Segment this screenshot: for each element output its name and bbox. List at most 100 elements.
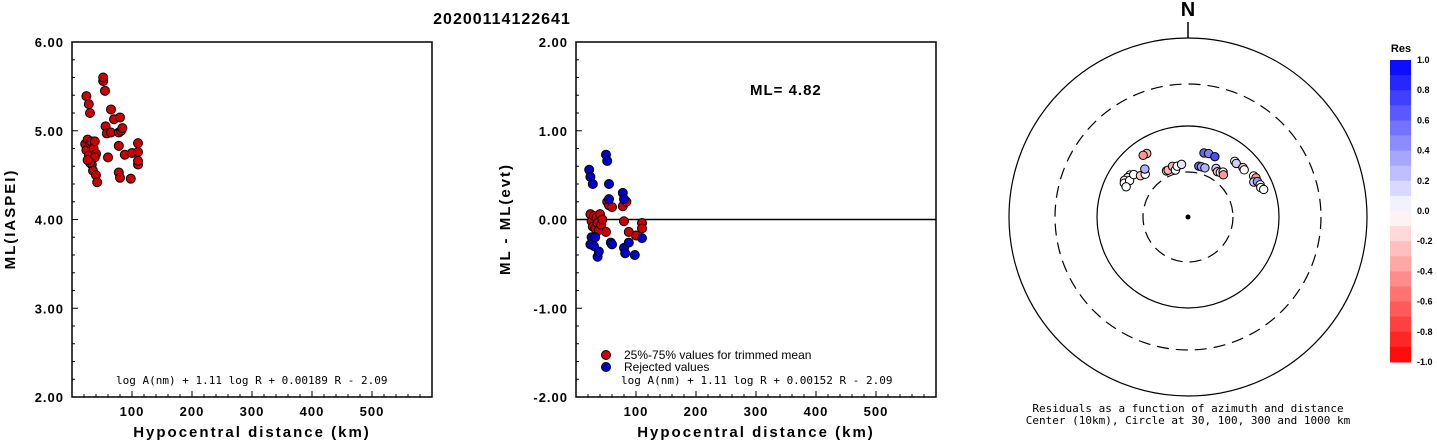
- residual-x-tick-label: 300: [744, 404, 769, 419]
- colorbar-cell: [1390, 211, 1411, 227]
- ml-plot-ticks: 100 200 300 400 500 2.00 3.00 4.00 5.00 6.00: [35, 35, 421, 419]
- ml-data-point: [100, 85, 110, 96]
- colorbar-cell: [1390, 135, 1411, 152]
- residual-data-point: [601, 226, 611, 237]
- colorbar-cell: [1390, 286, 1411, 303]
- station-residual-point: [1231, 158, 1241, 169]
- residual-data-point: [637, 223, 647, 234]
- residual-plot-points: [584, 149, 647, 262]
- ml-event-value: ML= 4.82: [750, 82, 822, 99]
- station-residual-point: [1121, 182, 1131, 192]
- residual-data-point: [587, 179, 598, 189]
- ml-data-point: [125, 173, 136, 184]
- ml-data-point: [115, 112, 125, 123]
- ml-data-point: [117, 123, 128, 134]
- ml-data-point: [89, 136, 100, 147]
- station-residual-point: [1140, 164, 1150, 174]
- colorbar-cell: [1390, 90, 1411, 106]
- station-residual-point: [1218, 170, 1229, 180]
- colorbar-cell: [1390, 180, 1411, 197]
- residual-y-tick-label: 1.00: [539, 124, 568, 139]
- ml-y-tick-label: 4.00: [35, 213, 64, 228]
- ml-data-point: [133, 147, 143, 158]
- ml-x-axis-label: Hypocentral distance (km): [133, 424, 371, 441]
- ml-x-tick-label: 500: [360, 404, 385, 419]
- ml-data-point: [103, 152, 113, 163]
- colorbar-cell: [1390, 150, 1411, 167]
- residual-data-point: [637, 233, 647, 244]
- colorbar-cell: [1390, 120, 1411, 136]
- ml-x-tick-label: 200: [180, 404, 205, 419]
- polar-caption-line2: Center (10km), Circle at 30, 100, 300 an…: [1026, 414, 1351, 427]
- residual-data-point: [619, 194, 629, 205]
- ml-data-point: [83, 99, 94, 110]
- ml-y-tick-label: 2.00: [35, 390, 64, 405]
- north-label: N: [1181, 0, 1195, 21]
- residual-data-point: [602, 155, 613, 166]
- legend-label-trimmed-mean: 25%-75% values for trimmed mean: [624, 348, 811, 362]
- distance-ring-100: [1096, 125, 1280, 309]
- residual-x-tick-label: 400: [804, 404, 829, 419]
- colorbar-cell: [1390, 256, 1411, 272]
- colorbar-cell: [1390, 316, 1411, 333]
- station-residual-points: [1119, 148, 1269, 195]
- colorbar-tick-label: 0.8: [1417, 85, 1430, 95]
- ml-y-axis-label: ML(IASPEI): [2, 169, 19, 270]
- ml-x-tick-label: 300: [240, 404, 265, 419]
- residual-data-point: [620, 248, 631, 259]
- colorbar-cell: [1390, 241, 1411, 257]
- station-residual-point: [1138, 150, 1148, 160]
- colorbar-tick-label: 0.2: [1417, 176, 1430, 186]
- colorbar-title: Res: [1391, 43, 1411, 55]
- station-residual-point: [1239, 165, 1249, 175]
- legend-label-rejected: Rejected values: [624, 360, 709, 374]
- residual-x-tick-label: 500: [864, 404, 889, 419]
- colorbar-tick-label: -0.8: [1417, 327, 1433, 337]
- colorbar-tick-label: 0.0: [1417, 206, 1430, 216]
- distance-ring-1000: [1008, 37, 1368, 397]
- colorbar-cell: [1390, 331, 1411, 348]
- residual-x-tick-label: 100: [624, 404, 649, 419]
- colorbar-tick-label: -0.2: [1417, 236, 1433, 246]
- residual-plot-ticks: 100 200 300 400 500 -2.00 -1.00 0.00 1.00 2.00: [533, 35, 925, 419]
- colorbar-cell: [1390, 60, 1411, 76]
- residual-data-point: [629, 250, 640, 260]
- residual-data-point: [597, 214, 608, 225]
- station-residual-point: [1258, 184, 1269, 195]
- ml-plot-points: [80, 72, 143, 188]
- colorbar-cell: [1390, 301, 1411, 318]
- residual-data-point: [623, 237, 634, 248]
- residual-data-point: [590, 232, 601, 243]
- ml-y-tick-label: 6.00: [35, 35, 64, 50]
- residual-y-tick-label: -1.00: [533, 301, 568, 316]
- ml-data-point: [92, 177, 103, 188]
- colorbar-cell: [1390, 75, 1411, 91]
- ml-data-point: [106, 104, 116, 115]
- colorbar-cells: [1390, 60, 1411, 363]
- epicenter-marker: [1185, 214, 1191, 220]
- ml-data-point: [133, 138, 143, 149]
- ml-formula: log A(nm) + 1.11 log R + 0.00189 R - 2.0…: [116, 374, 388, 387]
- ml-distance-panel: 100 200 300 400 500 2.00 3.00 4.00 5.00 6.00 log …: [2, 35, 433, 441]
- legend-marker-rejected: [601, 362, 611, 372]
- residual-y-tick-label: -2.00: [533, 390, 568, 405]
- ml-data-point: [98, 72, 109, 83]
- event-title: 20200114122641: [433, 11, 571, 28]
- colorbar-tick-label: 0.6: [1417, 115, 1430, 125]
- colorbar-tick-label: -0.4: [1417, 266, 1433, 276]
- residual-data-point: [619, 216, 629, 227]
- ml-data-point: [133, 155, 143, 166]
- colorbar-tick-label: 1.0: [1417, 55, 1430, 65]
- colorbar-cell: [1390, 226, 1411, 242]
- polar-caption-line1: Residuals as a function of azimuth and d…: [1032, 402, 1343, 415]
- colorbar-cell: [1390, 105, 1411, 121]
- residual-data-point: [604, 179, 614, 189]
- ml-data-point: [85, 108, 95, 118]
- residual-y-tick-label: 0.00: [539, 213, 568, 228]
- ml-data-point: [115, 172, 125, 183]
- residual-data-point: [593, 246, 604, 257]
- ml-y-tick-label: 3.00: [35, 301, 64, 316]
- residual-x-axis-label: Hypocentral distance (km): [637, 424, 875, 441]
- ml-data-point: [113, 140, 124, 151]
